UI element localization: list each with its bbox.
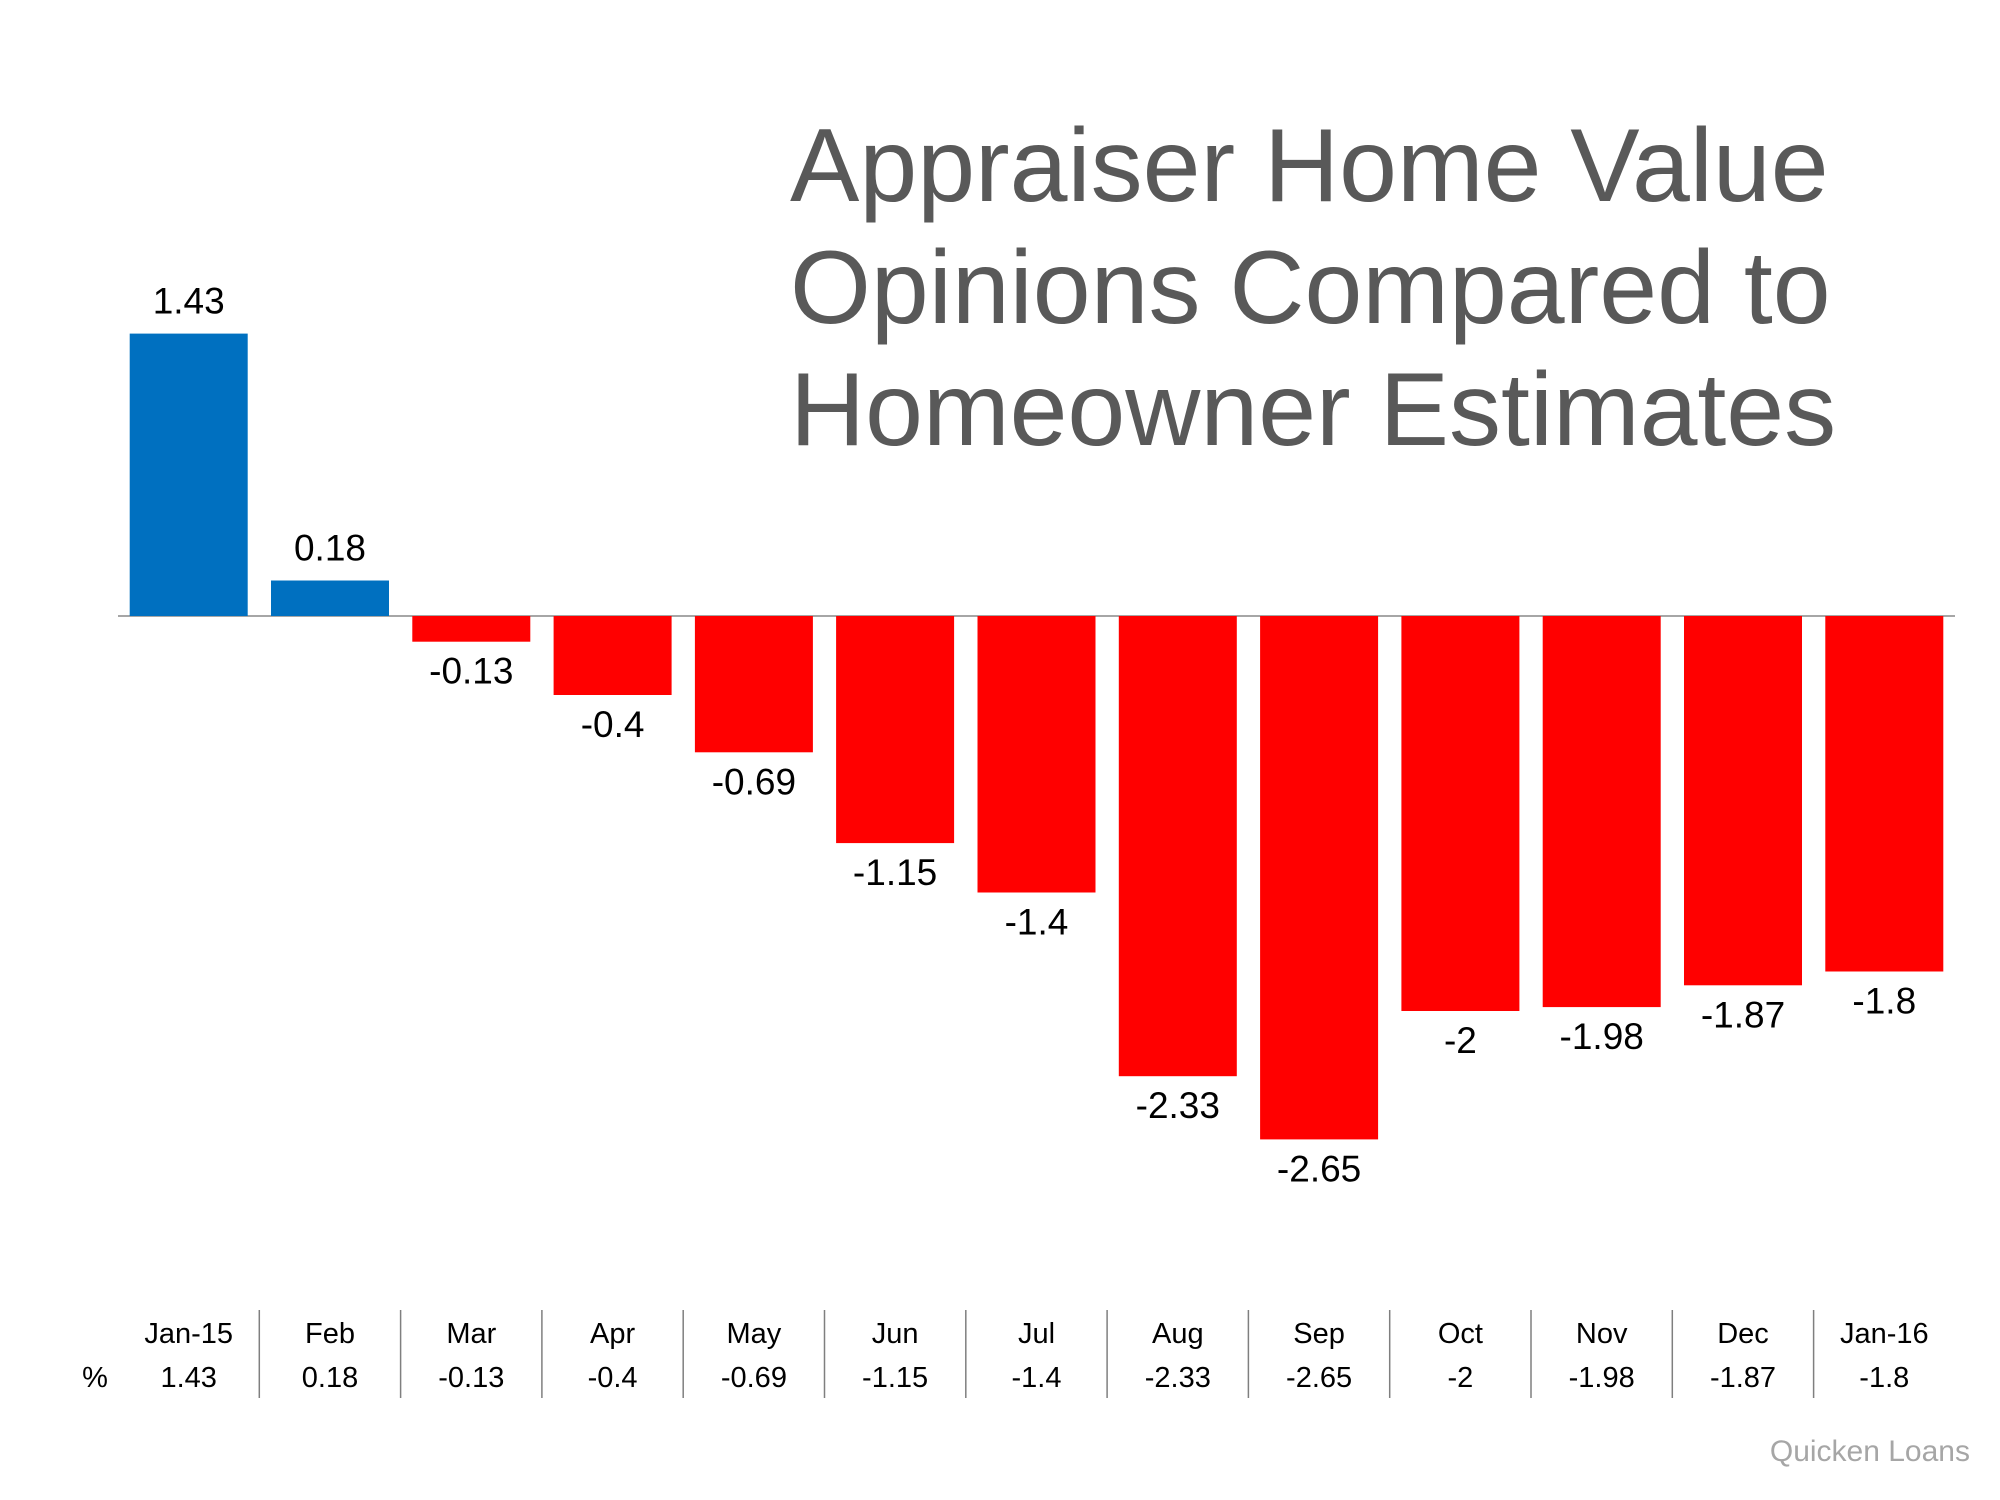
data-label: 1.43 xyxy=(153,281,225,322)
bar-nov xyxy=(1542,616,1661,1008)
bar-jun xyxy=(836,616,955,844)
bar-jul xyxy=(977,616,1096,893)
data-label: -2.33 xyxy=(1136,1085,1220,1126)
chart-title: Appraiser Home Value Opinions Compared t… xyxy=(790,105,1837,471)
bar-mar xyxy=(412,616,531,642)
category-label: Oct xyxy=(1438,1318,1483,1350)
bar-jan-15 xyxy=(129,333,248,616)
data-label: -1.8 xyxy=(1852,981,1916,1022)
data-label: 0.18 xyxy=(294,528,366,569)
table-value: -1.8 xyxy=(1859,1362,1909,1394)
category-label: Mar xyxy=(446,1318,496,1350)
category-label: Jul xyxy=(1018,1318,1055,1350)
category-label: May xyxy=(727,1318,782,1350)
title-line-1: Appraiser Home Value xyxy=(790,108,1829,224)
data-label: -1.15 xyxy=(853,852,937,893)
source-credit: Quicken Loans xyxy=(1769,1435,1970,1468)
data-label: -2.65 xyxy=(1277,1148,1361,1189)
table-value: -2.65 xyxy=(1286,1362,1352,1394)
category-label: Sep xyxy=(1293,1318,1345,1350)
data-label: -0.13 xyxy=(429,651,513,692)
data-label: -1.98 xyxy=(1560,1016,1644,1057)
table-value: -1.4 xyxy=(1012,1362,1062,1394)
category-label: Feb xyxy=(305,1318,355,1350)
category-label: Jan-15 xyxy=(144,1318,233,1350)
data-label: -1.87 xyxy=(1701,994,1785,1035)
category-label: Jun xyxy=(872,1318,919,1350)
category-label: Apr xyxy=(590,1318,635,1350)
table-value: -1.87 xyxy=(1710,1362,1776,1394)
table-value: -0.69 xyxy=(721,1362,787,1394)
table-value: 1.43 xyxy=(160,1362,216,1394)
table-value: -1.15 xyxy=(862,1362,928,1394)
title-line-3: Homeowner Estimates xyxy=(790,352,1837,468)
category-label: Dec xyxy=(1717,1318,1769,1350)
bar-may xyxy=(694,616,813,753)
bar-feb xyxy=(271,580,389,616)
table-row-label: % xyxy=(82,1362,108,1394)
bar-sep xyxy=(1260,616,1379,1140)
bar-jan-16 xyxy=(1825,616,1944,972)
category-label: Nov xyxy=(1576,1318,1628,1350)
bar-apr xyxy=(553,616,672,695)
bar-oct xyxy=(1401,616,1520,1011)
table-value: -2 xyxy=(1448,1362,1474,1394)
title-line-2: Opinions Compared to xyxy=(790,230,1831,346)
bar-aug xyxy=(1118,616,1237,1077)
data-label: -0.69 xyxy=(712,761,796,802)
data-label: -0.4 xyxy=(581,704,645,745)
data-label: -1.4 xyxy=(1005,902,1069,943)
data-label: -2 xyxy=(1444,1020,1477,1061)
table-value: -2.33 xyxy=(1145,1362,1211,1394)
category-label: Jan-16 xyxy=(1840,1318,1929,1350)
category-label: Aug xyxy=(1152,1318,1204,1350)
bar-dec xyxy=(1684,616,1802,986)
table-value: -0.4 xyxy=(588,1362,638,1394)
table-value: -0.13 xyxy=(438,1362,504,1394)
table-value: 0.18 xyxy=(302,1362,358,1394)
table-value: -1.98 xyxy=(1569,1362,1635,1394)
